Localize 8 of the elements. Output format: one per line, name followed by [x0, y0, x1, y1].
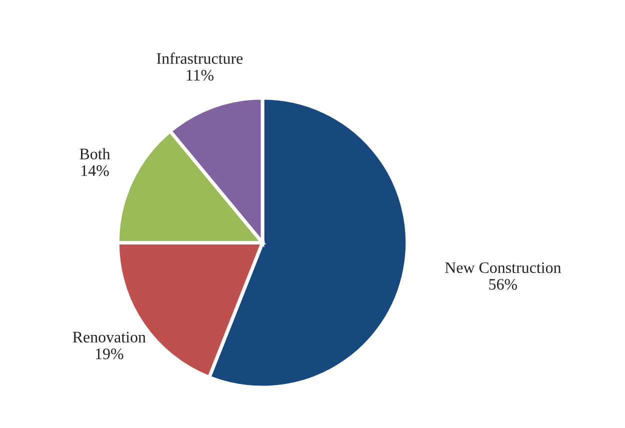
slice-label: Infrastructure: [156, 52, 243, 64]
data-label: 14%: [82, 165, 109, 176]
slice-label: Both: [80, 148, 110, 160]
slice-label: New Construction: [445, 262, 562, 274]
slice-label: Renovation: [72, 332, 146, 343]
data-label: 19%: [96, 348, 124, 360]
data-label: 56%: [489, 278, 518, 290]
data-label: 11%: [186, 70, 214, 81]
